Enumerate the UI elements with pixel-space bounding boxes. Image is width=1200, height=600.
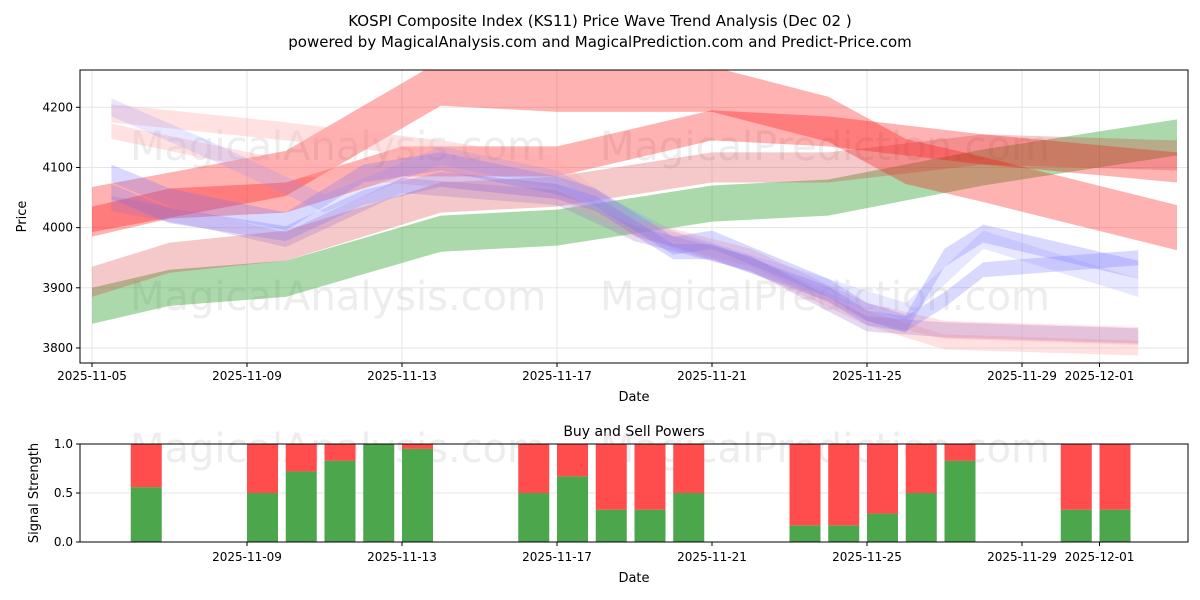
ytick-label: 4000 bbox=[42, 221, 73, 235]
y-axis-label: Price bbox=[15, 201, 30, 233]
sell-bar bbox=[1099, 444, 1131, 510]
chart-title-line2: powered by MagicalAnalysis.com and Magic… bbox=[288, 33, 912, 51]
trend-band bbox=[92, 134, 1177, 297]
buy-bar bbox=[673, 493, 705, 542]
sell-bar bbox=[673, 444, 705, 493]
trend-band bbox=[111, 177, 1139, 344]
sell-bar bbox=[557, 444, 588, 477]
buy-bar bbox=[867, 513, 898, 542]
ytick-label: 3800 bbox=[42, 341, 73, 355]
xtick-label: 2025-11-25 bbox=[832, 550, 902, 564]
xtick-label: 2025-11-29 bbox=[987, 550, 1057, 564]
ytick-label: 1.0 bbox=[54, 437, 73, 451]
plot-frame bbox=[79, 443, 1189, 543]
xtick-label: 2025-11-21 bbox=[677, 369, 747, 383]
buy-bar bbox=[363, 444, 395, 542]
watermark: MagicalPrediction.com bbox=[600, 274, 1050, 320]
buy-bar bbox=[1099, 509, 1131, 542]
buy-bar bbox=[1060, 509, 1092, 542]
power-plot: Buy and Sell Powers0.00.51.0MagicalAnaly… bbox=[27, 424, 1189, 586]
xtick-label: 2025-11-17 bbox=[522, 369, 592, 383]
xtick-label: 2025-11-29 bbox=[987, 369, 1057, 383]
trend-band bbox=[92, 70, 1177, 251]
sell-bar bbox=[285, 444, 317, 472]
sell-bar bbox=[518, 444, 550, 493]
buy-bar bbox=[634, 509, 666, 542]
sell-bar bbox=[944, 444, 976, 461]
xtick-label: 2025-11-05 bbox=[57, 369, 127, 383]
trend-band bbox=[92, 119, 1177, 324]
xtick-label: 2025-11-25 bbox=[832, 369, 902, 383]
chart-title-line1: KOSPI Composite Index (KS11) Price Wave … bbox=[348, 12, 851, 30]
price-plot: 3800 3900 4000 4100 4200 2025-11-05 2025-11-09… bbox=[15, 69, 1189, 405]
xtick-label: 2025-12-01 bbox=[1065, 550, 1135, 564]
sell-bar bbox=[402, 444, 433, 449]
ytick-label: 4100 bbox=[42, 160, 73, 174]
sell-bar bbox=[905, 444, 937, 493]
ytick-label: 4200 bbox=[42, 100, 73, 114]
sell-bar bbox=[867, 444, 898, 514]
buy-bar bbox=[595, 509, 627, 542]
xtick-label: 2025-11-21 bbox=[677, 550, 747, 564]
watermark: MagicalPrediction.com bbox=[600, 426, 1050, 472]
buy-bar bbox=[402, 448, 433, 542]
ytick-label: 0.5 bbox=[54, 486, 73, 500]
trend-band bbox=[111, 98, 1139, 321]
buy-bar bbox=[247, 493, 278, 542]
plot-frame bbox=[79, 69, 1189, 364]
y-axis-label: Signal Strength bbox=[27, 443, 42, 543]
bands bbox=[92, 70, 1177, 356]
sell-bar bbox=[828, 444, 860, 526]
watermark: MagicalPrediction.com bbox=[600, 124, 1050, 170]
buy-bar bbox=[285, 471, 317, 542]
xtick-label: 2025-12-01 bbox=[1065, 369, 1135, 383]
xtick-label: 2025-11-09 bbox=[212, 550, 282, 564]
trend-band bbox=[92, 110, 1177, 237]
buy-bar bbox=[789, 525, 821, 542]
x-axis-label: Date bbox=[618, 390, 649, 405]
sell-bar bbox=[247, 444, 278, 493]
watermark: MagicalAnalysis.com bbox=[130, 124, 546, 170]
buy-bar bbox=[905, 493, 937, 542]
sell-bar bbox=[789, 444, 821, 526]
buy-bar bbox=[828, 525, 860, 542]
sell-bar bbox=[634, 444, 666, 510]
sell-bar bbox=[324, 444, 356, 461]
trend-band bbox=[111, 104, 1139, 345]
sell-bar bbox=[130, 444, 162, 488]
xtick-label: 2025-11-09 bbox=[212, 369, 282, 383]
buy-bar bbox=[324, 460, 356, 542]
xtick-label: 2025-11-13 bbox=[367, 550, 437, 564]
xtick-label: 2025-11-13 bbox=[367, 369, 437, 383]
sell-bar bbox=[595, 444, 627, 510]
xtick-label: 2025-11-17 bbox=[522, 550, 592, 564]
ytick-label: 3900 bbox=[42, 281, 73, 295]
watermark: MagicalAnalysis.com bbox=[130, 274, 546, 320]
buy-bar bbox=[518, 493, 550, 542]
subplot-title: Buy and Sell Powers bbox=[563, 424, 704, 440]
buy-bar bbox=[130, 487, 162, 542]
buy-bar bbox=[944, 460, 976, 542]
ytick-label: 0.0 bbox=[54, 535, 73, 549]
sell-bar bbox=[1060, 444, 1092, 510]
x-axis-label: Date bbox=[618, 571, 649, 586]
buy-bar bbox=[557, 476, 588, 542]
trend-band bbox=[111, 123, 1139, 356]
